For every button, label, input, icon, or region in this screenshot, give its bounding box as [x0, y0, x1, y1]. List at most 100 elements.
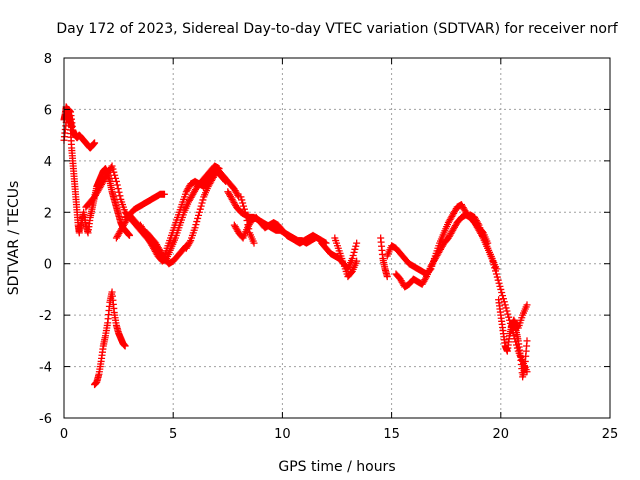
data-point: [195, 211, 203, 219]
data-point: [116, 192, 124, 200]
data-point: [121, 342, 129, 350]
x-axis-label: GPS time / hours: [278, 459, 395, 475]
data-point: [245, 225, 253, 233]
data-point: [504, 310, 512, 318]
y-axis-label: SDTVAR / TECUs: [6, 181, 22, 296]
data-point: [505, 313, 513, 321]
data-point: [499, 295, 507, 303]
data-point: [349, 251, 357, 259]
data-point: [238, 196, 246, 204]
y-tick-label: 8: [44, 52, 52, 67]
data-point: [488, 255, 496, 263]
data-point: [240, 205, 248, 213]
data-point: [352, 242, 360, 250]
data-point: [243, 217, 251, 225]
x-tick-label: 15: [383, 427, 400, 442]
data-point: [491, 264, 499, 272]
data-point: [383, 273, 391, 281]
data-point: [194, 214, 202, 222]
data-point: [523, 301, 531, 309]
data-point: [496, 282, 504, 290]
data-point: [196, 205, 204, 213]
series-track-p: [377, 234, 391, 281]
data-point: [348, 255, 356, 263]
data-point: [91, 139, 99, 147]
data-point: [114, 185, 122, 193]
y-tick-label: -4: [39, 361, 52, 376]
chart-title: Day 172 of 2023, Sidereal Day-to-day VTE…: [56, 21, 618, 37]
data-point: [250, 239, 258, 247]
data-point: [503, 307, 511, 315]
y-tick-label: 4: [44, 155, 52, 170]
data-point: [191, 224, 199, 232]
y-tick-label: -6: [39, 412, 52, 427]
data-point: [192, 221, 200, 229]
data-point: [501, 301, 509, 309]
y-axis-ticks: -6 -4 -2 0 2 4 6 8: [39, 52, 610, 427]
data-point: [489, 258, 497, 266]
data-point: [110, 168, 118, 176]
data-point: [160, 190, 168, 198]
data-point: [498, 289, 506, 297]
plot-frame: [63, 57, 611, 419]
data-point: [239, 199, 247, 207]
y-tick-label: 6: [44, 103, 52, 118]
data-point: [497, 285, 505, 293]
series-track-h: [136, 162, 223, 265]
series-track-m: [237, 193, 258, 247]
data-point: [197, 202, 205, 210]
grid-lines: [64, 58, 610, 418]
series-track-u: [510, 301, 531, 332]
x-tick-label: 10: [274, 427, 291, 442]
y-tick-label: 2: [44, 206, 52, 221]
x-tick-label: 0: [60, 427, 68, 442]
data-point: [499, 292, 507, 300]
data-point: [495, 279, 503, 287]
data-point: [112, 177, 120, 185]
data-point: [350, 248, 358, 256]
data-point: [199, 196, 207, 204]
data-point: [244, 221, 252, 229]
data-points: [60, 103, 531, 389]
data-point: [493, 273, 501, 281]
series-track-v: [91, 288, 129, 389]
data-point: [111, 171, 119, 179]
data-point: [474, 220, 482, 228]
data-point: [241, 208, 249, 216]
data-point: [112, 174, 120, 182]
data-point: [108, 162, 116, 170]
data-point: [126, 231, 134, 239]
x-tick-label: 5: [169, 427, 177, 442]
data-point: [195, 208, 203, 216]
data-point: [221, 176, 229, 184]
data-point: [422, 274, 430, 282]
data-point: [237, 193, 245, 201]
data-point: [115, 188, 123, 196]
series-track-o: [331, 234, 361, 281]
x-tick-label: 20: [493, 427, 510, 442]
data-point: [500, 298, 508, 306]
data-point: [222, 177, 230, 185]
data-point: [492, 270, 500, 278]
data-point: [353, 239, 361, 247]
data-point: [109, 165, 117, 173]
data-point: [502, 304, 510, 312]
data-point: [523, 337, 531, 345]
data-point: [193, 218, 201, 226]
data-point: [494, 276, 502, 284]
data-point: [353, 257, 361, 265]
data-point: [240, 202, 248, 210]
y-tick-label: -2: [39, 309, 52, 324]
data-point: [492, 267, 500, 275]
series-track-b: [60, 103, 76, 131]
data-point: [242, 212, 250, 220]
data-point: [186, 238, 194, 246]
x-tick-label: 25: [602, 427, 619, 442]
data-point: [113, 181, 121, 189]
data-point: [490, 261, 498, 269]
data-point: [234, 191, 242, 199]
data-point: [351, 245, 359, 253]
data-point: [198, 199, 206, 207]
y-tick-label: 0: [44, 258, 52, 273]
